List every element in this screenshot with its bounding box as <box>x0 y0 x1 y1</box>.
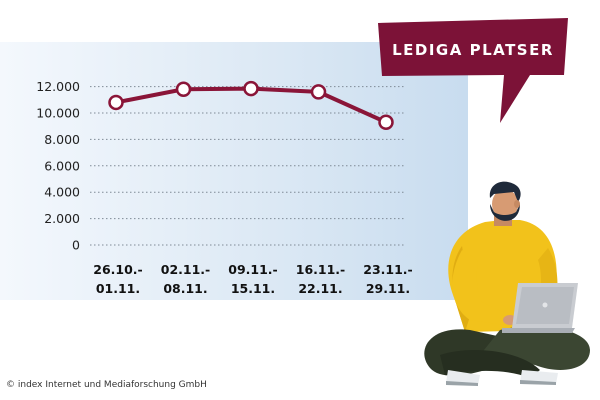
left-shoe-sole <box>446 381 478 386</box>
x-tick-label: 02.11.- <box>161 262 210 277</box>
callout-shape <box>378 18 568 123</box>
x-tick-label: 22.11. <box>298 281 342 296</box>
left-shoe <box>446 370 480 385</box>
copyright-notice: © index Internet und Mediaforschung GmbH <box>6 380 207 390</box>
data-point <box>310 84 327 100</box>
right-shoe-sole <box>520 380 556 385</box>
x-tick-label: 09.11.- <box>228 262 277 277</box>
x-tick-label: 01.11. <box>96 281 140 296</box>
grid-layer <box>90 86 405 246</box>
y-tick-label: 10.000 <box>36 106 80 121</box>
laptop-base <box>502 328 575 333</box>
y-axis: 0 2.000 4.000 6.000 8.000 10.000 12.000 <box>36 79 80 252</box>
callout-bubble <box>378 18 568 123</box>
series-layer <box>108 80 394 130</box>
x-tick-label: 23.11.- <box>363 262 412 277</box>
line-chart: 0 2.000 4.000 6.000 8.000 10.000 12.000 26.10.… <box>36 79 412 296</box>
data-point <box>108 94 124 111</box>
face <box>492 189 518 219</box>
person-with-laptop-illustration <box>424 181 590 386</box>
y-tick-label: 4.000 <box>44 185 80 200</box>
x-tick-label: 08.11. <box>163 281 207 296</box>
data-point <box>175 81 192 97</box>
laptop-logo <box>542 302 548 308</box>
x-tick-label: 26.10.- <box>93 262 142 277</box>
x-tick-label: 15.11. <box>231 281 275 296</box>
y-tick-label: 12.000 <box>36 79 80 94</box>
hair <box>489 181 521 202</box>
x-axis: 26.10.- 01.11. 02.11.- 08.11. 09.11.- 15.11. 1… <box>93 262 412 296</box>
y-tick-label: 8.000 <box>44 132 80 147</box>
crossed-leg <box>440 350 540 378</box>
y-tick-label: 0 <box>72 238 80 253</box>
beard <box>490 204 520 221</box>
callout-text: LEDIGA PLATSER <box>392 41 554 59</box>
data-point <box>378 114 394 130</box>
x-tick-label: 16.11.- <box>296 262 345 277</box>
chart-panel: 0 2.000 4.000 6.000 8.000 10.000 12.000 26.10.… <box>0 42 468 300</box>
y-tick-label: 6.000 <box>44 158 80 173</box>
right-shoe <box>520 370 558 384</box>
y-tick-label: 2.000 <box>44 211 80 226</box>
ear <box>514 200 520 208</box>
left-arm <box>452 250 505 325</box>
x-tick-label: 29.11. <box>366 281 410 296</box>
data-point <box>243 80 259 97</box>
